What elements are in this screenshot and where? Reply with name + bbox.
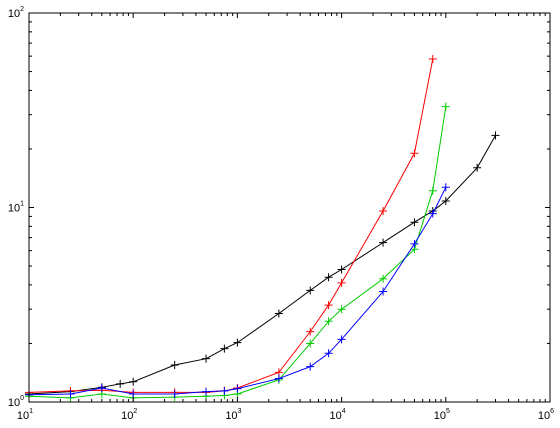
series-3-line bbox=[28, 187, 447, 396]
series-layer bbox=[25, 55, 500, 402]
x-tick-label: 105 bbox=[434, 408, 450, 422]
series-3-point-14 bbox=[428, 209, 437, 218]
series-3-point-3 bbox=[129, 389, 138, 398]
series-3-point-13 bbox=[410, 239, 419, 248]
series-0-point-12 bbox=[337, 265, 346, 274]
series-1-point-10 bbox=[324, 301, 333, 310]
series-3 bbox=[25, 183, 450, 399]
series-2-point-10 bbox=[324, 317, 333, 326]
x-tick-exponent: 2 bbox=[133, 408, 137, 415]
series-0-point-3 bbox=[116, 379, 125, 388]
x-tick-base: 10 bbox=[121, 410, 133, 422]
y-tick-base: 10 bbox=[8, 8, 20, 20]
x-tick-label: 104 bbox=[330, 408, 346, 422]
series-0-point-11 bbox=[324, 273, 333, 282]
x-tick-label: 106 bbox=[538, 408, 554, 422]
series-3-point-15 bbox=[441, 183, 450, 192]
series-1-point-11 bbox=[337, 278, 346, 287]
series-2-point-9 bbox=[306, 339, 315, 348]
x-tick-base: 10 bbox=[225, 410, 237, 422]
x-tick-exponent: 1 bbox=[29, 408, 33, 415]
y-tick-base: 10 bbox=[8, 203, 20, 215]
series-2-point-12 bbox=[379, 274, 388, 283]
x-tick-base: 10 bbox=[538, 410, 550, 422]
series-2-point-11 bbox=[337, 305, 346, 314]
x-tick-exponent: 3 bbox=[238, 408, 242, 415]
series-0-point-8 bbox=[233, 338, 242, 347]
y-tick-exponent: 1 bbox=[20, 201, 24, 208]
series-3-point-4 bbox=[170, 389, 179, 398]
series-3-point-2 bbox=[97, 384, 106, 393]
x-tick-exponent: 5 bbox=[446, 408, 450, 415]
plot-background bbox=[29, 13, 550, 402]
x-tick-label: 101 bbox=[17, 408, 33, 422]
series-0-point-17 bbox=[473, 163, 482, 172]
series-2-line bbox=[28, 106, 447, 399]
y-tick-exponent: 2 bbox=[20, 6, 24, 13]
series-0-point-9 bbox=[274, 309, 283, 318]
series-0-point-6 bbox=[202, 354, 211, 363]
x-tick-base: 10 bbox=[17, 410, 29, 422]
y-tick-label: 100 bbox=[8, 395, 24, 409]
y-tick-label: 101 bbox=[8, 201, 24, 215]
series-0-point-10 bbox=[306, 286, 315, 295]
y-tick-exponent: 0 bbox=[20, 395, 24, 402]
series-0-point-18 bbox=[491, 131, 500, 140]
series-3-point-10 bbox=[324, 349, 333, 358]
x-tick-base: 10 bbox=[330, 410, 342, 422]
x-tick-exponent: 6 bbox=[550, 408, 554, 415]
series-1-point-12 bbox=[379, 206, 388, 215]
series-2-point-15 bbox=[441, 102, 450, 111]
series-3-point-1 bbox=[66, 389, 75, 398]
series-0-point-5 bbox=[170, 360, 179, 369]
x-tick-label: 103 bbox=[225, 408, 241, 422]
series-3-point-11 bbox=[337, 335, 346, 344]
series-1-point-9 bbox=[306, 327, 315, 336]
series-0-point-13 bbox=[379, 238, 388, 247]
series-3-point-9 bbox=[306, 362, 315, 371]
x-tick-exponent: 4 bbox=[342, 408, 346, 415]
series-0-point-16 bbox=[441, 196, 450, 205]
series-0-point-7 bbox=[220, 344, 229, 353]
series-3-point-6 bbox=[220, 386, 229, 395]
series-2-point-14 bbox=[428, 186, 437, 195]
x-tick-base: 10 bbox=[434, 410, 446, 422]
series-3-point-12 bbox=[379, 287, 388, 296]
series-1-point-14 bbox=[428, 55, 437, 64]
y-tick-base: 10 bbox=[8, 397, 20, 409]
series-3-point-7 bbox=[233, 384, 242, 393]
y-tick-label: 102 bbox=[8, 6, 24, 20]
x-tick-label: 102 bbox=[121, 408, 137, 422]
series-1-point-13 bbox=[410, 149, 419, 158]
series-3-point-5 bbox=[202, 387, 211, 396]
series-0-point-4 bbox=[129, 377, 138, 386]
series-3-point-8 bbox=[274, 374, 283, 383]
series-0-point-14 bbox=[410, 218, 419, 227]
